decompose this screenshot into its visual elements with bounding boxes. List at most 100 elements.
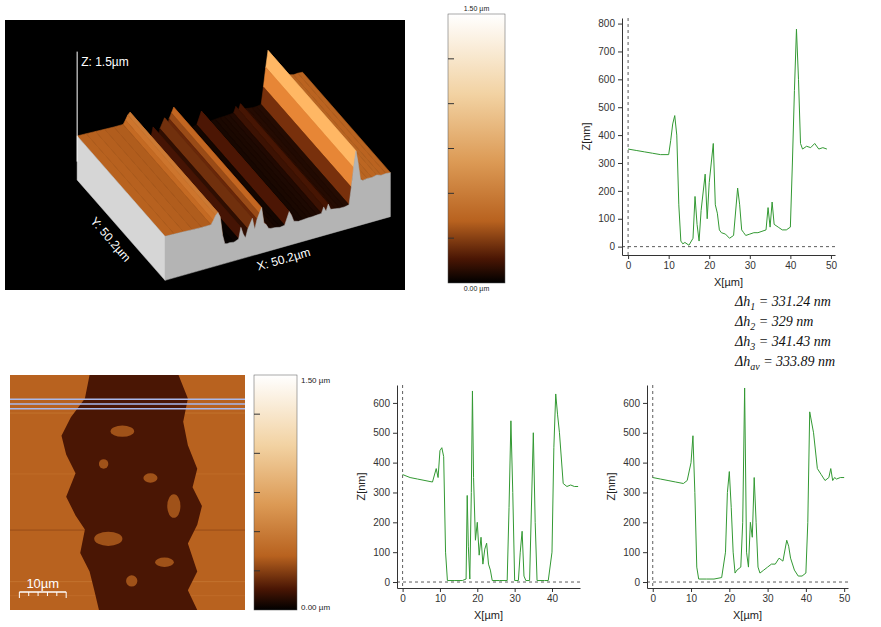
colorbar-tick — [448, 238, 454, 239]
y-axis-title: Z[nm] — [355, 472, 367, 500]
x-tick: 20 — [704, 255, 716, 271]
scale-bar-tick — [47, 592, 48, 596]
y-axis-line — [622, 19, 623, 256]
x-tick-label: 40 — [785, 260, 797, 271]
plot-marks — [403, 391, 579, 581]
scale-bar-tick — [56, 592, 57, 596]
y-tick-label: 800 — [598, 18, 615, 29]
scale-bar-label: 10µm — [26, 576, 59, 591]
y-tick-label: 600 — [623, 398, 640, 409]
profile-line — [403, 391, 579, 581]
profile-chart: 010203040500100200300400500600700800X[µm… — [580, 18, 838, 288]
scale-bar-tick — [28, 592, 29, 596]
colorbar-gradient — [448, 14, 505, 283]
colorbar-tick — [448, 103, 454, 104]
y-tick-mark — [618, 107, 622, 108]
x-tick-label: 0 — [650, 593, 656, 604]
y-tick-mark — [393, 582, 397, 583]
x-tick-label: 30 — [763, 593, 775, 604]
y-tick-label: 300 — [598, 158, 615, 169]
colorbar: 1.50 µm0.00 µm — [448, 5, 505, 293]
y-tick-mark — [618, 163, 622, 164]
x-tick-label: 20 — [704, 260, 716, 271]
y-tick-label: 400 — [598, 130, 615, 141]
x-axis: 01020304050 — [623, 255, 838, 271]
map-particle — [143, 473, 157, 482]
height-map: 10µm — [10, 375, 245, 610]
zero-line-x — [652, 385, 653, 588]
y-tick-mark — [643, 492, 647, 493]
plot-marks — [628, 29, 827, 245]
x-tick-mark — [477, 588, 478, 592]
measurement-value: = 331.24 nm — [755, 294, 831, 309]
y-tick-mark — [393, 552, 397, 553]
map-particle — [126, 575, 137, 586]
x-tick: 50 — [839, 588, 851, 604]
y-tick-label: 0 — [634, 577, 640, 588]
y-tick: 500 — [373, 427, 397, 438]
y-tick: 700 — [598, 46, 622, 57]
map-trench — [61, 375, 201, 610]
x-tick-label: 10 — [435, 593, 447, 604]
x-tick-label: 50 — [826, 260, 838, 271]
y-tick-mark — [618, 247, 622, 248]
profile-line — [10, 399, 245, 401]
x-tick: 50 — [826, 255, 838, 271]
x-tick-mark — [844, 588, 845, 592]
y-tick-label: 100 — [373, 547, 390, 558]
x-tick-mark — [831, 255, 832, 259]
y-axis-line — [397, 386, 398, 589]
y-tick: 400 — [373, 457, 397, 468]
x-tick-mark — [729, 588, 730, 592]
scale-bar-tick — [38, 592, 39, 596]
y-tick-mark — [643, 433, 647, 434]
surface-front — [165, 151, 390, 280]
x-axis-title: X[µm] — [733, 609, 762, 621]
z-axis-label: Z: 1.5µm — [81, 55, 129, 69]
figure: Z: 1.5µmY: 50.2µmX: 50.2µm1.50 µm0.00 µm… — [0, 0, 881, 627]
scale-bar — [19, 591, 66, 593]
x-tick-label: 10 — [664, 260, 676, 271]
y-tick-label: 300 — [373, 487, 390, 498]
y-tick-label: 600 — [598, 74, 615, 85]
y-tick-label: 600 — [373, 398, 390, 409]
y-tick-mark — [618, 191, 622, 192]
colorbar-label: 0.00 µm — [301, 603, 330, 612]
x-tick-mark — [552, 588, 553, 592]
x-tick: 10 — [686, 588, 698, 604]
profile-line — [653, 388, 844, 579]
y-tick-label: 500 — [373, 427, 390, 438]
x-axis: 010203040 — [398, 588, 581, 604]
x-axis-line — [623, 255, 836, 256]
x-tick: 30 — [745, 255, 757, 271]
zero-line-x — [628, 18, 629, 255]
profile-line — [628, 29, 827, 245]
x-tick-label: 20 — [472, 593, 484, 604]
map-surface — [10, 375, 245, 610]
x-tick: 20 — [472, 588, 484, 604]
map-particle — [167, 494, 180, 518]
measurement-value: = 329 nm — [755, 314, 813, 329]
colorbar-label: 0.00 µm — [464, 285, 490, 293]
y-tick: 500 — [598, 102, 622, 113]
y-tick-mark — [393, 492, 397, 493]
x-tick: 20 — [724, 588, 736, 604]
y-tick-mark — [643, 463, 647, 464]
x-tick: 40 — [801, 588, 813, 604]
x-tick: 30 — [763, 588, 775, 604]
y-tick-label: 100 — [598, 213, 615, 224]
profile-line — [10, 408, 245, 410]
profile-chart: 010203040500100200300400500600X[µm]Z[nm] — [605, 385, 851, 621]
zero-line-x — [402, 385, 403, 588]
y-tick-mark — [618, 219, 622, 220]
y-axis-title: Z[nm] — [605, 472, 617, 500]
y-tick: 0 — [634, 577, 647, 588]
y-axis-title: Z[nm] — [580, 122, 592, 150]
measurement-symbol: Δh — [734, 294, 750, 309]
measurement: Δh2 = 329 nm — [734, 314, 813, 332]
colorbar-tick — [254, 531, 260, 532]
x-tick: 10 — [664, 255, 676, 271]
y-tick-label: 500 — [598, 102, 615, 113]
x-tick-mark — [440, 588, 441, 592]
y-tick: 100 — [598, 213, 622, 224]
